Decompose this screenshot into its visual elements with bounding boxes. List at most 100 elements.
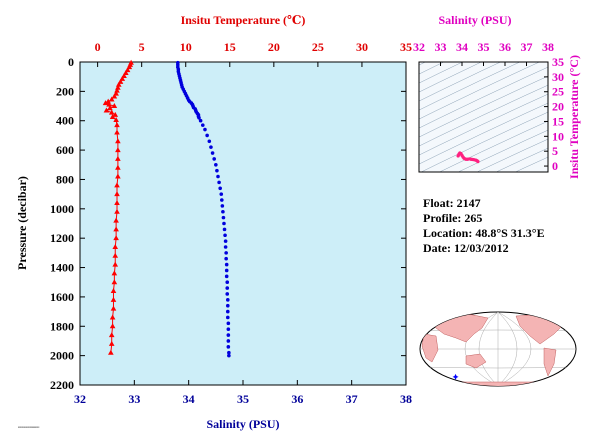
temperature-point <box>115 155 121 161</box>
density-contour <box>457 129 548 172</box>
salinity-point <box>214 162 218 167</box>
temperature-point <box>108 109 115 115</box>
salinity-point <box>220 204 225 208</box>
ts-salinity-title: Salinity (PSU) <box>438 13 511 27</box>
ts-temperature-tick-label: 15 <box>552 114 564 128</box>
temperature-tick-label: 20 <box>268 40 280 54</box>
pressure-axis-title: Pressure (decibar) <box>15 176 29 270</box>
temperature-point <box>114 129 120 135</box>
star-icon <box>452 373 459 380</box>
salinity-point <box>198 118 203 123</box>
temperature-point <box>115 81 122 87</box>
salinity-tick-label: 33 <box>128 392 140 406</box>
temperature-tick-label: 35 <box>400 40 412 54</box>
float-id-label: Float: 2147 <box>423 196 481 210</box>
ts-salinity-tick-label: 37 <box>521 40 533 54</box>
salinity-point <box>225 280 230 285</box>
profile-plot: 0200400600800100012001400160018002000220… <box>15 13 412 431</box>
density-contour <box>420 111 548 172</box>
temperature-point <box>115 164 121 170</box>
temperature-axis-title: Insitu Temperature (℃) <box>181 13 306 27</box>
australia-landmass <box>465 353 487 369</box>
temperature-point <box>115 147 121 153</box>
pressure-tick-label: 0 <box>68 55 74 69</box>
salinity-tick-label: 37 <box>346 392 358 406</box>
south-america-landmass <box>543 347 557 377</box>
salinity-point <box>227 350 231 355</box>
ts-series <box>456 151 480 164</box>
salinity-point <box>226 333 231 337</box>
density-contour <box>514 156 548 172</box>
temperature-tick-label: 25 <box>312 40 324 54</box>
density-contour <box>476 138 548 172</box>
salinity-point <box>226 345 231 349</box>
temperature-tick-label: 5 <box>139 40 145 54</box>
africa-landmass <box>421 333 439 363</box>
salinity-tick-label: 38 <box>400 392 412 406</box>
salinity-point <box>225 292 230 296</box>
salinity-point <box>222 221 226 226</box>
salinity-point <box>223 233 227 238</box>
ts-temperature-tick-label: 20 <box>552 100 564 114</box>
salinity-tick-label: 35 <box>237 392 249 406</box>
salinity-point <box>225 309 230 314</box>
salinity-point <box>223 239 228 243</box>
salinity-point <box>218 186 222 191</box>
profile-number-label: Profile: 265 <box>423 211 483 225</box>
temperature-point <box>109 323 116 329</box>
salinity-point <box>205 133 209 138</box>
salinity-point <box>219 192 224 196</box>
ts-temperature-tick-label: 0 <box>552 159 558 173</box>
temperature-point <box>111 279 118 285</box>
temperature-point <box>115 173 121 179</box>
pressure-tick-label: 600 <box>56 143 74 157</box>
temperature-point <box>112 252 119 258</box>
salinity-point <box>226 321 231 326</box>
temperature-point <box>108 340 115 346</box>
density-contour <box>419 62 540 120</box>
density-contour <box>399 0 568 66</box>
salinity-point <box>217 180 221 185</box>
salinity-point <box>225 315 230 320</box>
location-label: Location: 48.8°S 31.3°E <box>423 226 545 240</box>
temperature-point <box>107 105 113 111</box>
temperature-point <box>114 208 120 214</box>
ts-temperature-tick-label: 5 <box>552 144 558 158</box>
temperature-point <box>111 93 118 99</box>
pressure-tick-label: 1600 <box>50 290 74 304</box>
float-location-marker <box>452 373 459 380</box>
ts-salinity-axis: 32 33 34 35 36 37 38 <box>413 40 554 66</box>
salinity-point <box>224 262 229 267</box>
salinity-point <box>216 174 220 179</box>
temperature-point <box>113 226 119 232</box>
temperature-point <box>108 349 114 355</box>
temperature-point <box>108 96 115 102</box>
ts-salinity-tick-label: 32 <box>413 40 425 54</box>
salinity-point <box>223 245 228 249</box>
temperature-point <box>114 122 120 128</box>
date-label: Date: 12/03/2012 <box>423 241 509 255</box>
ts-salinity-tick-label: 38 <box>542 40 554 54</box>
salinity-point <box>224 268 229 273</box>
salinity-point <box>225 298 230 302</box>
salinity-axis-title: Salinity (PSU) <box>206 417 279 431</box>
temperature-point <box>111 103 118 109</box>
temperature-point <box>113 217 119 223</box>
salinity-point <box>209 145 213 149</box>
ts-point <box>476 159 480 164</box>
temperature-tick-label: 10 <box>180 40 192 54</box>
pressure-tick-label: 2200 <box>50 378 74 392</box>
salinity-point <box>224 274 229 279</box>
salinity-point <box>227 353 231 358</box>
salinity-point <box>221 209 225 214</box>
temperature-point <box>108 332 115 338</box>
temperature-point <box>110 296 117 302</box>
pressure-tick-label: 1800 <box>50 319 74 333</box>
density-contour <box>419 62 521 111</box>
salinity-point <box>207 139 212 144</box>
salinity-point <box>222 227 227 232</box>
temperature-point <box>114 191 120 197</box>
salinity-point <box>224 256 228 261</box>
